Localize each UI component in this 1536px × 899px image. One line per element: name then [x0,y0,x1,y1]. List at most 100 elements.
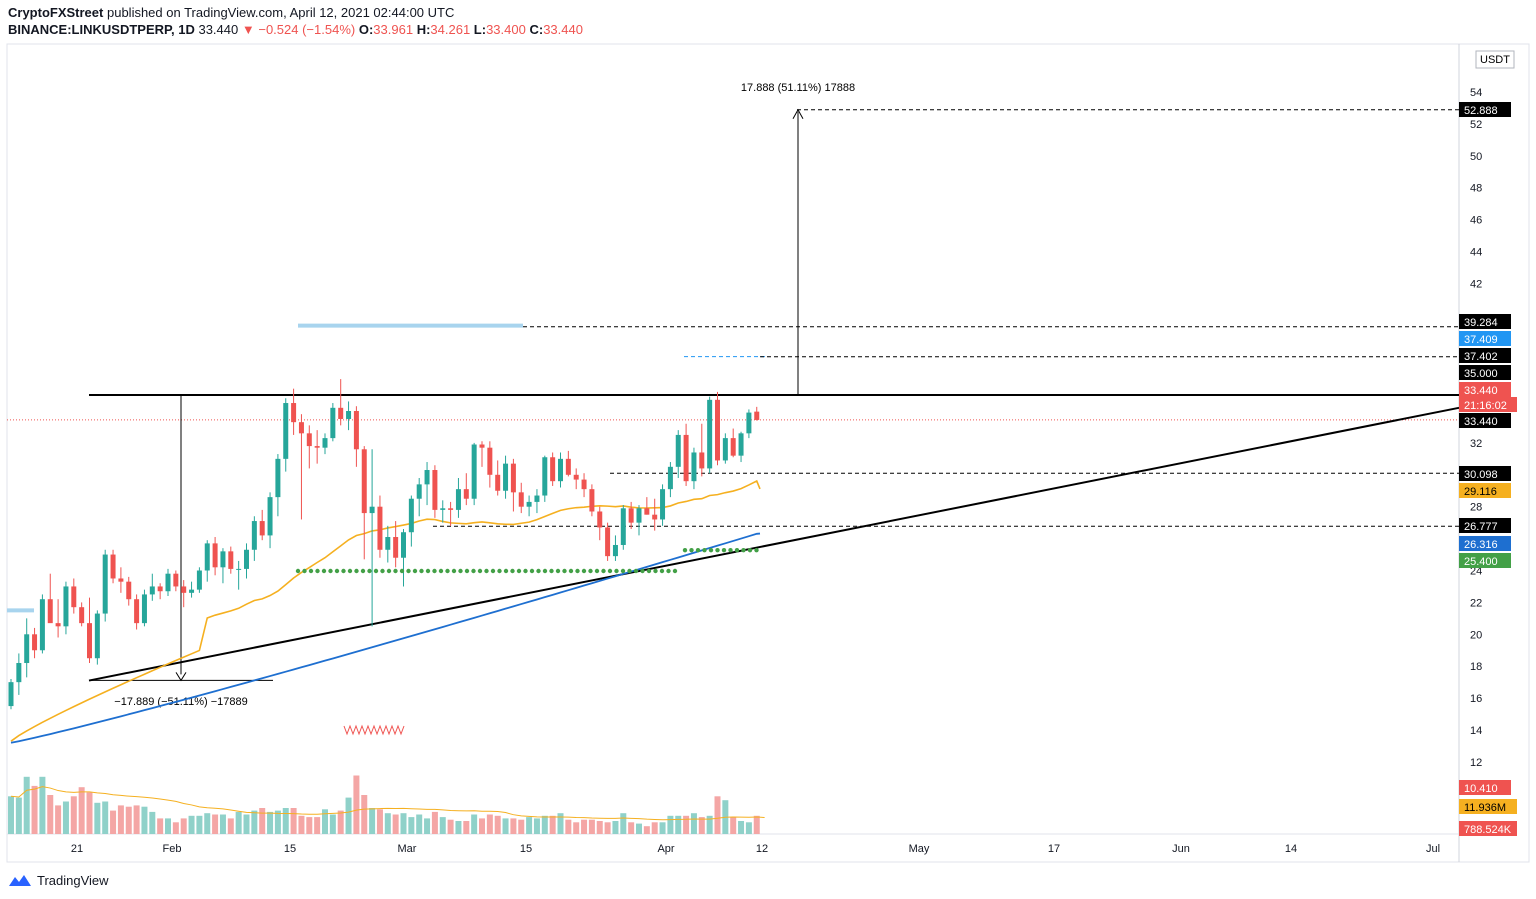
volume-bar [306,817,313,834]
candle-body [455,489,461,510]
support-dot [689,547,694,553]
volume-bar [416,814,423,834]
support-dot [549,568,554,574]
volume-bar [408,817,415,834]
volume-bar [526,817,533,834]
volume-bar [683,815,690,834]
candle-body [722,438,728,461]
symbol-name[interactable]: BINANCE:LINKUSDTPERP, 1D [8,22,195,37]
publisher-name[interactable]: CryptoFXStreet [8,5,104,20]
candle-body [660,489,666,520]
price-axis-label-text: 39.284 [1464,317,1498,329]
volume-bar [675,815,682,834]
support-dot [702,547,707,553]
candle-body [644,508,650,515]
candle-body [259,521,265,536]
volume-bar [196,815,203,834]
price-axis-label [1459,553,1511,568]
support-dot [682,547,688,553]
candle-body [291,403,297,423]
x-tick-label: 12 [756,843,768,855]
volume-bar [322,809,328,834]
volume-bar [165,818,171,834]
volume-bar [384,813,391,834]
volume-bar [533,818,540,834]
footer-brand: TradingView [37,873,109,888]
candle-body [479,444,485,448]
y-tick-label: 20 [1470,629,1482,641]
volume-bar [643,826,650,834]
low-value: 33.400 [486,22,526,37]
volume-bar [141,806,148,834]
candle-body [612,544,618,557]
support-dot [393,568,398,574]
support-dot [399,568,405,574]
volume-bar [541,815,548,834]
volume-bar [298,815,305,834]
volume-bar [361,795,368,834]
volume-bar [651,822,658,834]
price-axis-label-text: 35.000 [1464,368,1498,380]
candle-body [550,457,556,482]
candle-body [71,586,77,608]
support-dot [308,568,314,574]
candle-body [518,492,524,507]
price-axis-label [1459,348,1511,363]
candle-body [707,399,713,469]
ascending-trendline [88,406,1460,682]
candle-body [87,623,92,659]
support-dot [536,568,541,574]
support-dot [523,568,528,574]
x-tick-label: Feb [163,843,182,855]
candle-body [94,613,100,659]
candle-body [534,495,540,502]
candle-body [408,498,414,533]
volume-bar [738,821,745,834]
volume-bar [447,819,454,834]
support-dot [640,568,645,574]
volume-bar [392,814,399,834]
volume-bar [620,813,627,834]
support-dot [386,568,392,574]
close-value: 33.440 [543,22,583,37]
support-dot [542,568,548,574]
candle-body [322,438,328,448]
volume-bar [55,805,62,834]
y-tick-label: 28 [1470,502,1482,514]
price-axis-label [1459,365,1511,380]
high-label: H: [416,22,431,37]
volume-bar [31,785,38,834]
support-dot [588,568,593,574]
candle-body [298,422,304,434]
candle-body [181,586,187,593]
candle-body [683,434,689,482]
price-axis-label [1459,483,1511,498]
candle-body [487,447,493,475]
price-axis-label [1459,413,1511,428]
volume-bar [706,815,713,834]
candle-body [503,463,509,491]
candle-body [746,412,752,434]
tradingview-footer[interactable]: TradingView [8,873,109,888]
support-dot [464,568,470,574]
support-dot [295,568,301,574]
published-text: published on TradingView.com, April 12, … [106,5,455,20]
candle-body [565,458,571,475]
volume-bar [565,819,572,834]
symbol-line: BINANCE:LINKUSDTPERP, 1D 33.440 ▼ −0.524… [8,22,583,37]
support-dot [581,568,587,574]
volume-bar [94,802,101,834]
y-tick-label: 48 [1470,183,1482,195]
support-dot [406,568,411,574]
support-dot [503,568,509,574]
support-dot [321,568,327,574]
volume-bar [753,815,760,834]
candle-body [47,599,53,624]
y-tick-label: 42 [1470,278,1482,290]
support-dot [380,568,385,574]
price-axis-label-text: 788.524K [1464,824,1512,836]
support-dot [334,568,340,574]
price-axis-label-text: 11.936M [1464,802,1506,814]
price-axis-label-text: 33.440 [1464,416,1498,428]
